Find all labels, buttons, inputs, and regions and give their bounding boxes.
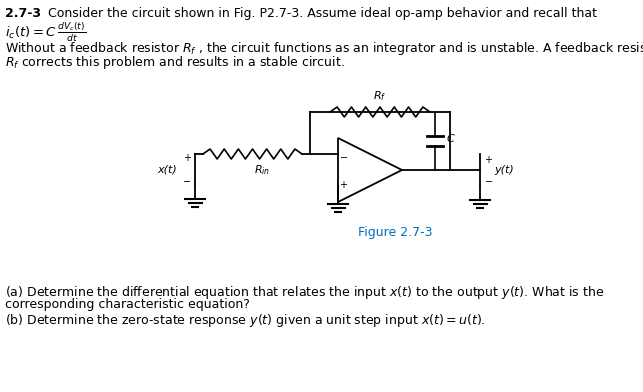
Text: $R_f$ corrects this problem and results in a stable circuit.: $R_f$ corrects this problem and results … (5, 54, 345, 71)
Text: (a) Determine the differential equation that relates the input $x(t)$ to the out: (a) Determine the differential equation … (5, 284, 604, 301)
Text: $-$: $-$ (484, 175, 493, 185)
Text: x(t): x(t) (158, 164, 177, 174)
Text: $+$: $+$ (340, 179, 349, 190)
Text: +: + (183, 153, 191, 163)
Text: $-$: $-$ (340, 151, 349, 161)
Text: +: + (484, 155, 492, 165)
Text: 2.7-3: 2.7-3 (5, 7, 41, 20)
Text: y(t): y(t) (494, 165, 514, 175)
Text: C: C (447, 134, 455, 144)
Text: (b) Determine the zero-state response $y(t)$ given a unit step input $x(t) = u(t: (b) Determine the zero-state response $y… (5, 312, 485, 329)
Text: $R_{in}$: $R_{in}$ (254, 163, 270, 177)
Text: Without a feedback resistor $R_f$ , the circuit functions as an integrator and i: Without a feedback resistor $R_f$ , the … (5, 40, 643, 57)
Text: $-$: $-$ (183, 175, 192, 185)
Text: $i_c(t) = C\,\frac{dV_c(t)}{dt}$: $i_c(t) = C\,\frac{dV_c(t)}{dt}$ (5, 20, 86, 44)
Text: $R_f$: $R_f$ (374, 89, 386, 103)
Text: corresponding characteristic equation?: corresponding characteristic equation? (5, 298, 250, 311)
Text: Consider the circuit shown in Fig. P2.7-3. Assume ideal op-amp behavior and reca: Consider the circuit shown in Fig. P2.7-… (44, 7, 597, 20)
Text: Figure 2.7-3: Figure 2.7-3 (358, 226, 432, 239)
